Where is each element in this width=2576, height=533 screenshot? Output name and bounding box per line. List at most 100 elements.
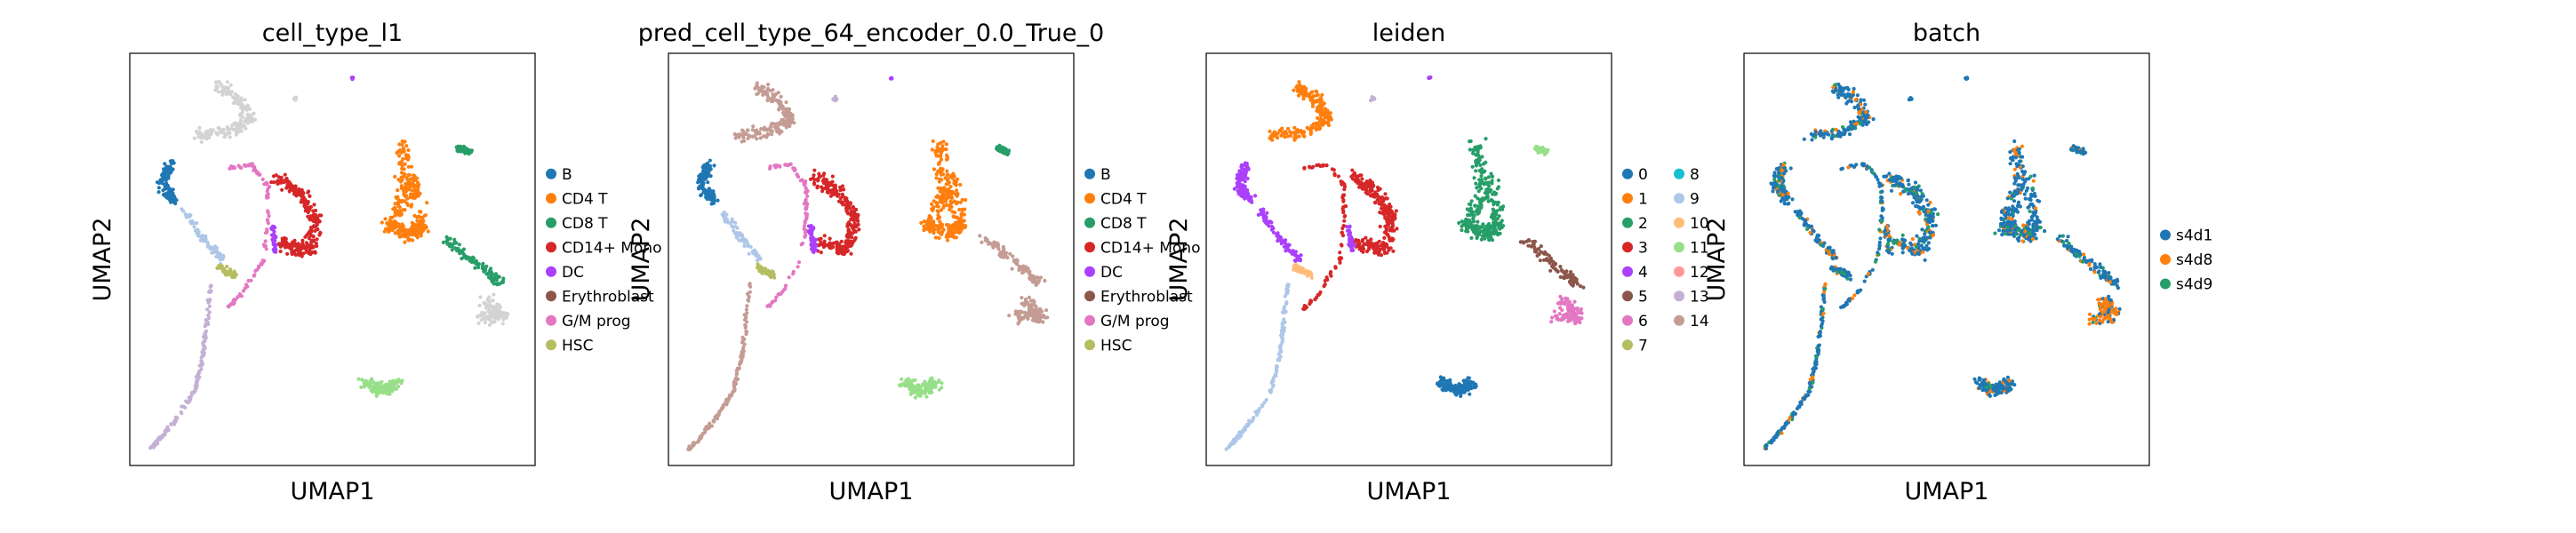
data-point bbox=[313, 250, 317, 254]
legend-marker bbox=[1084, 314, 1095, 326]
data-point bbox=[707, 187, 711, 191]
data-point bbox=[1492, 231, 1497, 236]
panel-title: pred_cell_type_64_encoder_0.0_True_0 bbox=[638, 20, 1104, 47]
data-point bbox=[945, 234, 949, 238]
data-point bbox=[271, 226, 276, 230]
data-point bbox=[937, 235, 941, 241]
data-point bbox=[815, 184, 820, 188]
data-point bbox=[1236, 188, 1240, 194]
data-point bbox=[760, 84, 764, 89]
data-point bbox=[711, 189, 716, 194]
data-point bbox=[215, 132, 220, 137]
legend-label: DC bbox=[562, 264, 584, 282]
legend-label: HSC bbox=[562, 337, 593, 354]
data-point bbox=[312, 224, 316, 228]
data-point bbox=[935, 203, 940, 208]
data-point bbox=[1481, 222, 1485, 227]
data-point bbox=[737, 367, 741, 371]
data-point bbox=[1379, 206, 1384, 211]
data-point bbox=[1032, 275, 1036, 281]
legend-marker bbox=[546, 266, 556, 277]
data-point bbox=[1477, 185, 1482, 189]
data-point bbox=[826, 190, 830, 195]
data-point bbox=[284, 186, 289, 190]
data-point bbox=[293, 252, 298, 257]
data-point bbox=[1239, 182, 1244, 187]
data-point bbox=[461, 247, 467, 251]
data-point bbox=[1484, 137, 1488, 141]
data-point bbox=[1274, 373, 1278, 378]
data-point bbox=[1553, 261, 1558, 266]
data-point bbox=[1250, 200, 1254, 204]
data-point bbox=[1382, 212, 1387, 218]
data-point bbox=[403, 240, 407, 244]
data-point bbox=[964, 198, 968, 203]
data-point bbox=[229, 164, 234, 169]
data-point bbox=[978, 234, 982, 238]
data-point bbox=[1365, 239, 1370, 243]
data-point bbox=[1015, 260, 1020, 265]
data-point bbox=[712, 163, 716, 168]
data-point bbox=[195, 379, 199, 385]
data-point bbox=[250, 119, 254, 123]
data-point bbox=[395, 151, 399, 155]
data-point bbox=[732, 383, 736, 388]
data-point bbox=[1036, 281, 1040, 285]
data-point bbox=[945, 157, 949, 162]
data-point bbox=[1010, 266, 1014, 271]
data-point bbox=[215, 251, 220, 256]
data-point bbox=[1332, 168, 1336, 172]
data-point bbox=[204, 136, 208, 140]
x-axis-label: UMAP1 bbox=[829, 478, 914, 505]
data-point bbox=[483, 321, 488, 325]
data-point bbox=[780, 130, 784, 134]
data-point bbox=[727, 395, 732, 400]
data-point bbox=[308, 208, 312, 212]
data-point bbox=[375, 381, 380, 386]
data-point bbox=[940, 381, 944, 386]
data-point bbox=[779, 94, 783, 99]
data-point bbox=[399, 171, 404, 175]
data-point bbox=[1468, 213, 1473, 218]
data-point bbox=[1345, 228, 1350, 233]
data-point bbox=[441, 240, 445, 244]
data-point bbox=[1570, 314, 1574, 319]
data-point bbox=[172, 195, 177, 200]
data-point bbox=[931, 206, 935, 211]
data-point bbox=[197, 125, 202, 131]
data-point bbox=[744, 332, 748, 337]
data-point bbox=[265, 227, 269, 232]
data-point bbox=[757, 131, 762, 136]
data-point bbox=[1277, 345, 1282, 349]
data-point bbox=[1476, 189, 1481, 194]
data-point bbox=[852, 221, 857, 226]
data-point bbox=[704, 166, 708, 171]
data-point bbox=[833, 183, 837, 187]
data-point bbox=[1298, 91, 1302, 95]
data-point bbox=[1293, 259, 1298, 263]
data-point bbox=[1320, 103, 1324, 107]
data-point bbox=[1237, 434, 1242, 439]
data-point bbox=[300, 254, 304, 259]
data-point bbox=[770, 299, 775, 304]
data-point bbox=[933, 235, 938, 240]
data-point bbox=[242, 123, 246, 128]
data-point bbox=[1342, 219, 1347, 223]
data-point bbox=[1016, 322, 1020, 326]
data-point bbox=[734, 132, 739, 138]
data-point bbox=[162, 171, 166, 175]
data-point bbox=[1339, 243, 1343, 247]
legend-marker bbox=[546, 193, 556, 204]
data-point bbox=[412, 226, 417, 230]
data-point bbox=[1277, 128, 1282, 132]
data-point bbox=[1489, 187, 1493, 193]
data-point bbox=[1457, 220, 1461, 226]
data-point bbox=[1469, 235, 1474, 241]
data-point bbox=[407, 231, 412, 235]
data-point bbox=[1541, 251, 1546, 255]
data-point bbox=[742, 240, 747, 244]
data-point bbox=[457, 249, 462, 253]
data-point bbox=[447, 242, 452, 246]
data-point bbox=[939, 153, 943, 157]
data-point bbox=[756, 262, 760, 266]
